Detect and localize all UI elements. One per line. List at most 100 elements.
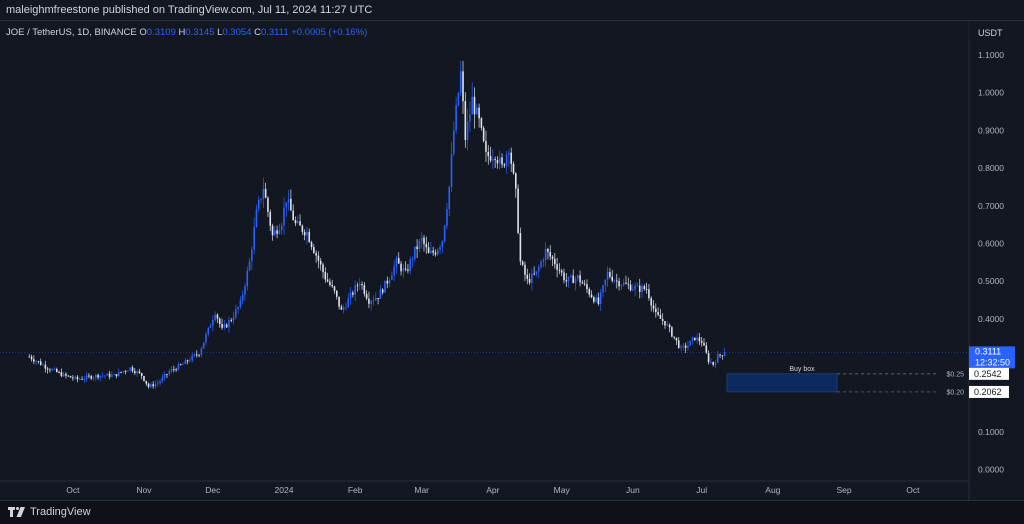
buy-box-zone[interactable]: Buy box $0.25 $0.20 [726,366,964,397]
candle-body [51,369,53,371]
candle-body [228,320,230,328]
candle-body [576,275,579,279]
x-tick-label: Dec [205,485,221,495]
candle-body [450,153,453,187]
candle-body [251,249,253,262]
legend-close-label: C [254,27,261,38]
candle-body [145,380,148,384]
last-price-value: 0.3111 [975,346,1001,356]
x-tick-label: Aug [765,485,780,495]
candle-body [136,371,138,374]
candle-body [436,249,439,255]
candle-body [106,373,109,376]
candle-body [72,377,74,379]
candle-body [505,154,508,166]
buy-box-rect[interactable] [726,373,838,393]
candle-body [572,275,574,284]
candle-body [664,321,666,326]
candle-body [262,188,265,199]
candle-body [143,376,145,381]
candle-body [402,268,405,272]
candle-body [115,374,118,377]
currency-label[interactable]: USDT [978,28,1003,38]
candle-body [223,324,226,328]
legend-symbol[interactable]: JOE / TetherUS, 1D, BINANCE [6,27,137,38]
candle-body [313,247,315,253]
y-tick-label: 0.7000 [978,201,1004,211]
candle-body [705,345,708,353]
candle-body [615,280,618,282]
legend-high-value: 0.3145 [185,27,215,38]
candle-body [684,345,687,348]
candle-body [111,374,113,377]
candle-body [191,355,193,361]
price-scale-tags: USDT 0.3111 12:32:50 0.2542 0.2062 [969,23,1024,398]
candle-body [620,285,623,287]
tradingview-brand[interactable]: TradingView [8,506,91,518]
candle-body [464,101,467,141]
currency-box[interactable] [969,23,1024,41]
candle-body [547,248,549,252]
candle-body [370,301,373,304]
candle-body [721,355,724,357]
candle-body [597,297,600,304]
price-chart[interactable]: 1.1000 1.0000 0.9000 0.8000 0.7000 0.6000 0.50… [0,21,1024,501]
chart-area[interactable]: 1.1000 1.0000 0.9000 0.8000 0.7000 0.6000 0.50… [0,20,1024,501]
candle-body [691,337,694,341]
candle-body [159,381,161,384]
x-tick-label: Oct [906,485,920,495]
candle-body [409,259,412,271]
candle-body [177,364,180,370]
candle-body [443,225,446,242]
candle-body [622,282,625,286]
candle-body [147,383,150,387]
candle-body [446,209,448,226]
candle-body [239,300,242,307]
legend-open-value: 0.3109 [146,27,176,38]
candle-body [567,276,570,282]
candle-body [182,363,184,365]
candles-group [28,60,726,389]
tradingview-brand-text: TradingView [30,506,91,518]
y-tick-label: 0.4000 [978,314,1004,324]
candle-body [67,375,70,377]
candle-body [205,334,207,343]
candle-body [560,270,563,273]
candle-body [638,285,641,292]
candle-body [482,127,485,142]
price-axis-labels: 1.1000 1.0000 0.9000 0.8000 0.7000 0.6000 0.50… [978,50,1004,475]
candle-body [682,345,685,347]
candle-body [384,280,386,293]
candle-body [480,118,483,128]
candle-body [439,246,441,250]
candle-body [659,314,662,319]
candle-body [352,292,354,295]
buy-box-upper-tag [969,367,1009,380]
y-tick-label: 1.1000 [978,50,1004,60]
candle-body [287,198,290,203]
x-tick-label: Nov [136,485,152,495]
candle-body [703,342,705,346]
candle-body [707,352,710,363]
candle-body [257,199,260,210]
y-tick-label: 0.9000 [978,125,1004,135]
candle-body [643,286,646,290]
candle-body [69,376,72,378]
candle-body [163,374,166,378]
candle-body [489,156,492,161]
candle-body [719,354,721,356]
candle-body [457,92,460,105]
candle-body [340,306,343,310]
x-tick-label: Jul [696,485,707,495]
candle-body [248,261,251,271]
candle-body [28,356,31,358]
x-tick-label: Apr [486,485,499,495]
candle-body [526,274,529,279]
candle-body [570,275,572,277]
candle-body [37,361,40,363]
candle-body [58,371,60,373]
candle-body [274,230,276,236]
candle-body [581,282,584,284]
candle-body [333,286,336,291]
candle-body [696,337,698,341]
